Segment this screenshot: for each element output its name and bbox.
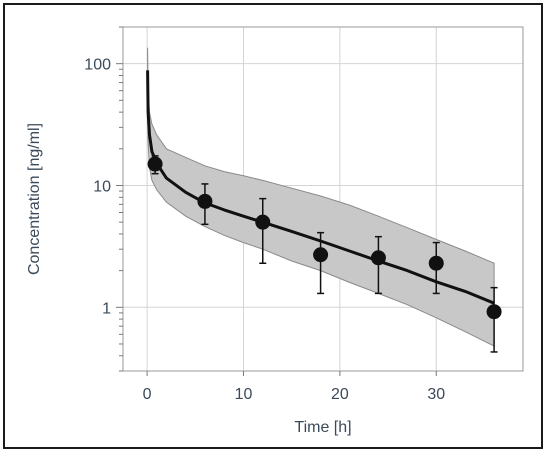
y-tick-label: 1: [102, 300, 111, 317]
plot-area-border: [122, 26, 524, 372]
data-point: [313, 247, 329, 263]
x-axis-ticks: 0 10 20 30: [143, 371, 445, 403]
data-point: [255, 214, 271, 230]
concentration-time-chart: 0 10 20 30 1 10 100 Time [h] Concentration [n…: [26, 26, 524, 436]
data-point: [370, 250, 386, 266]
median-prediction-line: [146, 70, 495, 305]
data-point: [197, 193, 213, 209]
data-point: [147, 156, 163, 172]
chart-frame: 0 10 20 30 1 10 100 Time [h] Concentration [n…: [3, 3, 543, 449]
median-line: [146, 70, 495, 305]
x-tick-label: 30: [427, 386, 445, 403]
x-axis-title: Time [h]: [294, 419, 351, 436]
observed-points: [147, 155, 502, 353]
y-tick-label: 10: [93, 178, 111, 195]
data-point: [486, 304, 502, 320]
y-tick-label: 100: [84, 57, 111, 74]
y-axis-ticks: 1 10 100: [84, 26, 123, 372]
data-point: [428, 255, 444, 271]
x-tick-label: 20: [331, 386, 349, 403]
x-tick-label: 0: [143, 386, 152, 403]
x-tick-label: 10: [235, 386, 253, 403]
y-axis-title: Concentration [ng/ml]: [26, 123, 43, 275]
